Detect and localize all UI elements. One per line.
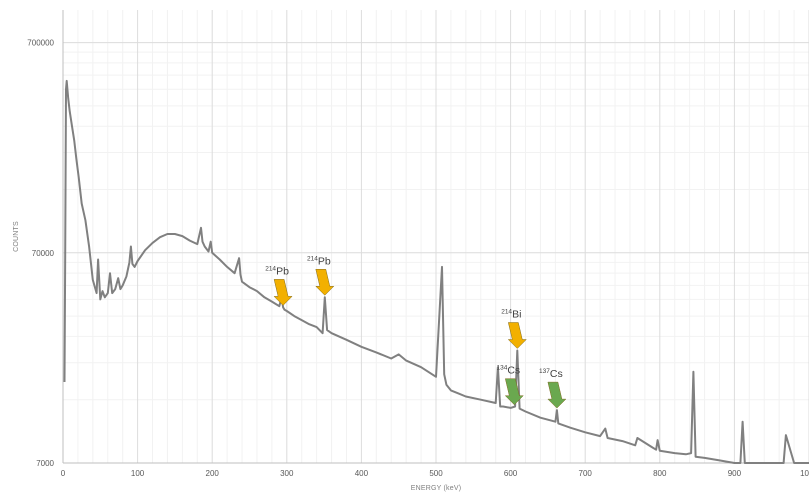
annotation-element: Pb bbox=[276, 265, 289, 277]
annotation-label: 214Pb bbox=[265, 265, 289, 277]
annotation-label: 214Bi bbox=[501, 309, 521, 321]
annotation-label: 214Pb bbox=[307, 255, 331, 267]
annotation-arrow bbox=[315, 269, 335, 296]
x-tick-label: 700 bbox=[579, 469, 593, 478]
series-layer bbox=[63, 79, 809, 464]
axes bbox=[62, 10, 809, 464]
annotation-element: Cs bbox=[550, 368, 563, 380]
annotation-label: 137Cs bbox=[539, 368, 563, 380]
major-gridlines bbox=[62, 10, 809, 464]
annotation-element: Bi bbox=[512, 309, 521, 321]
tick-labels: 0 100 200 300 400 500 600 700 800 900 1000 7000 7000… bbox=[27, 39, 809, 478]
y-tick-label: 700000 bbox=[27, 39, 54, 48]
x-tick-label: 100 bbox=[131, 469, 145, 478]
annotation-element: Pb bbox=[318, 255, 331, 267]
spectrum-line bbox=[63, 79, 809, 464]
y-tick-label: 7000 bbox=[36, 459, 54, 468]
x-tick-label: 900 bbox=[728, 469, 742, 478]
y-axis-title: COUNTS bbox=[13, 221, 20, 252]
x-tick-label: 600 bbox=[504, 469, 518, 478]
annotation-arrow bbox=[547, 381, 567, 409]
x-tick-label: 0 bbox=[61, 469, 66, 478]
annotation-isotope-mass: 214 bbox=[307, 255, 318, 262]
annotation-element: Cs bbox=[507, 365, 520, 377]
annotation-arrow bbox=[273, 279, 293, 306]
annotation-arrow bbox=[507, 322, 527, 349]
x-tick-label: 500 bbox=[429, 469, 443, 478]
y-tick-label: 70000 bbox=[32, 249, 55, 258]
x-axis-title: ENERGY (keV) bbox=[411, 485, 462, 492]
annotation-isotope-mass: 214 bbox=[265, 265, 276, 272]
x-tick-label: 1000 bbox=[800, 469, 809, 478]
annotation-arrow bbox=[504, 378, 524, 406]
annotation-label: 134Cs bbox=[496, 365, 520, 377]
annotation-isotope-mass: 137 bbox=[539, 368, 550, 375]
x-tick-label: 200 bbox=[206, 469, 220, 478]
x-tick-label: 800 bbox=[653, 469, 667, 478]
x-tick-label: 400 bbox=[355, 469, 369, 478]
x-tick-label: 300 bbox=[280, 469, 294, 478]
annotation-isotope-mass: 134 bbox=[496, 365, 507, 372]
annotation-isotope-mass: 214 bbox=[501, 309, 512, 316]
